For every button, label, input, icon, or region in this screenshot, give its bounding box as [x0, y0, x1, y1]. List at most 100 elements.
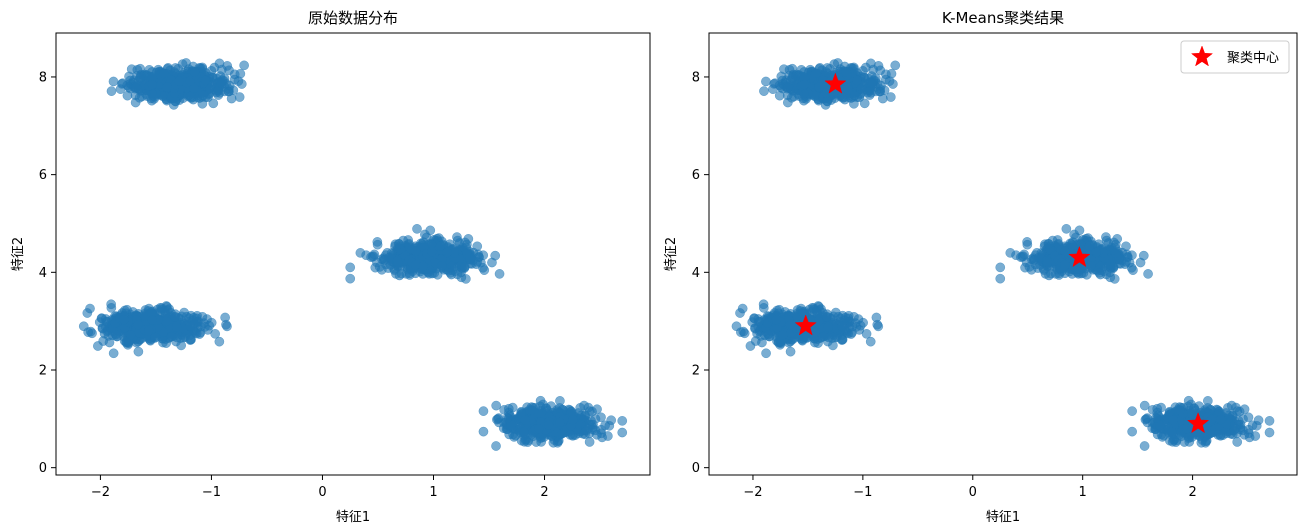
- scatter-point: [761, 348, 771, 359]
- scatter-point: [759, 86, 769, 96]
- scatter-point: [867, 77, 878, 88]
- scatter-point: [1110, 248, 1121, 259]
- scatter-point: [119, 305, 130, 316]
- chart-title: 原始数据分布: [308, 9, 398, 27]
- scatter-point: [494, 269, 505, 279]
- scatter-point: [221, 319, 231, 330]
- scatter-point: [392, 257, 403, 268]
- scatter-point: [568, 414, 578, 425]
- scatter-point: [200, 75, 211, 86]
- scatter-point: [185, 334, 196, 345]
- scatter-point: [158, 68, 169, 79]
- scatter-point: [401, 268, 412, 279]
- scatter-point: [452, 232, 462, 242]
- scatter-point: [776, 71, 787, 82]
- scatter-point: [828, 340, 838, 351]
- scatter-point: [822, 311, 832, 322]
- scatter-point: [124, 71, 134, 82]
- scatter-point: [596, 412, 606, 423]
- scatter-point: [1139, 441, 1150, 451]
- scatter-point: [543, 420, 554, 430]
- scatter-point: [1235, 419, 1246, 430]
- scatter-points: [78, 58, 628, 451]
- scatter-point: [1264, 416, 1275, 426]
- scatter-point: [855, 320, 866, 331]
- scatter-point: [1167, 436, 1178, 447]
- scatter-point: [554, 417, 565, 428]
- scatter-point: [520, 415, 531, 425]
- scatter-point: [214, 336, 225, 347]
- scatter-point: [1138, 250, 1149, 261]
- axes-frame: [708, 32, 1298, 476]
- scatter-point: [85, 303, 95, 314]
- scatter-point: [1264, 427, 1275, 438]
- scatter-point: [1074, 225, 1085, 236]
- scatter-point: [478, 406, 489, 416]
- scatter-point: [171, 322, 182, 332]
- x-tick-label: 1: [429, 485, 437, 500]
- scatter-point: [578, 428, 588, 439]
- scatter-point: [234, 92, 245, 102]
- scatter-point: [459, 262, 470, 272]
- scatter-points: [731, 58, 1275, 451]
- scatter-point: [472, 241, 483, 252]
- x-tick-label: 0: [969, 485, 977, 500]
- scatter-point: [1175, 405, 1185, 416]
- scatter-point: [859, 98, 870, 109]
- scatter-point: [108, 76, 119, 87]
- scatter-point: [135, 73, 146, 83]
- scatter-point: [125, 330, 136, 340]
- scatter-point: [890, 60, 901, 71]
- y-axis-label: 特征2: [664, 237, 679, 271]
- scatter-point: [785, 319, 796, 330]
- y-tick-label: 4: [692, 266, 700, 281]
- scatter-point: [787, 73, 798, 83]
- scatter-point: [130, 82, 141, 93]
- scatter-point: [235, 68, 246, 79]
- scatter-point: [491, 441, 501, 451]
- scatter-point: [111, 329, 121, 340]
- y-tick-label: 8: [692, 70, 700, 85]
- scatter-point: [215, 77, 226, 88]
- scatter-point: [1164, 406, 1175, 417]
- scatter-point: [224, 80, 235, 91]
- scatter-point: [1143, 269, 1153, 279]
- y-tick-label: 0: [692, 461, 700, 476]
- scatter-point: [617, 416, 628, 426]
- scatter-point: [160, 308, 171, 319]
- scatter-point: [133, 346, 144, 357]
- scatter-point: [597, 432, 607, 443]
- scatter-point: [108, 348, 119, 359]
- scatter-point: [1186, 399, 1196, 410]
- scatter-point: [426, 246, 437, 257]
- scatter-point: [1042, 257, 1053, 268]
- scatter-point: [345, 273, 356, 284]
- x-tick-label: 2: [540, 485, 548, 500]
- scatter-point: [189, 67, 200, 77]
- scatter-point: [552, 437, 563, 448]
- scatter-point: [87, 328, 97, 339]
- scatter-point: [147, 315, 158, 326]
- scatter-point: [754, 316, 764, 327]
- scatter-point: [538, 399, 548, 410]
- scatter-point: [516, 406, 527, 417]
- scatter-point: [1022, 237, 1032, 247]
- scatter-point: [425, 225, 436, 236]
- scatter-point: [1150, 413, 1161, 423]
- scatter-point: [1101, 232, 1111, 242]
- scatter-point: [147, 79, 158, 90]
- scatter-point: [588, 419, 598, 430]
- scatter-point: [143, 325, 154, 336]
- scatter-point: [1182, 423, 1192, 434]
- scatter-point: [355, 248, 366, 258]
- x-axis-label: 特征1: [986, 510, 1020, 525]
- scatter-point: [445, 267, 456, 278]
- cluster-3: [731, 299, 884, 359]
- scatter-point: [1243, 412, 1254, 423]
- scatter-point: [106, 86, 117, 96]
- scatter-point: [169, 67, 180, 77]
- cluster-3: [78, 299, 232, 359]
- scatter-point: [224, 65, 234, 76]
- scatter-point: [372, 237, 383, 247]
